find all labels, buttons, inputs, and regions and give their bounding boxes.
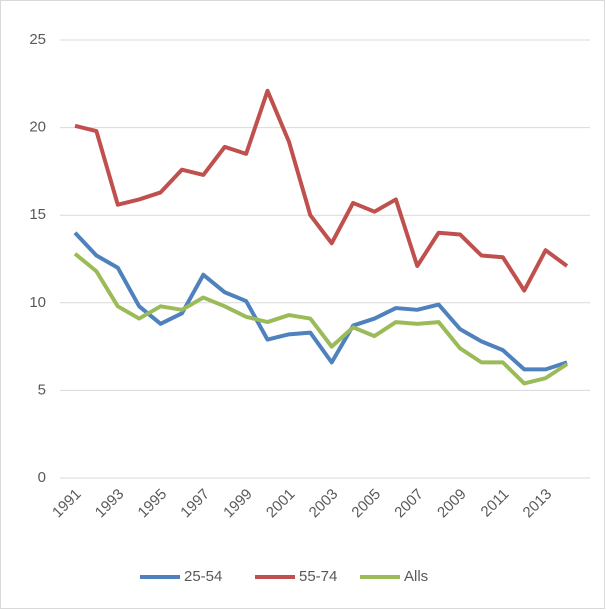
y-tick-label: 15 xyxy=(29,206,46,223)
legend-label: Alls xyxy=(404,568,428,585)
line-series xyxy=(74,88,569,293)
y-tick-label: 25 xyxy=(29,31,46,48)
legend-label: 25-54 xyxy=(184,568,222,585)
line-series xyxy=(73,252,569,386)
y-tick-label: 0 xyxy=(38,469,46,486)
legend-label: 55-74 xyxy=(299,568,337,585)
y-tick-label: 5 xyxy=(38,381,46,398)
y-tick-label: 20 xyxy=(29,119,46,136)
line-series xyxy=(73,231,568,372)
y-tick-label: 10 xyxy=(29,294,46,311)
